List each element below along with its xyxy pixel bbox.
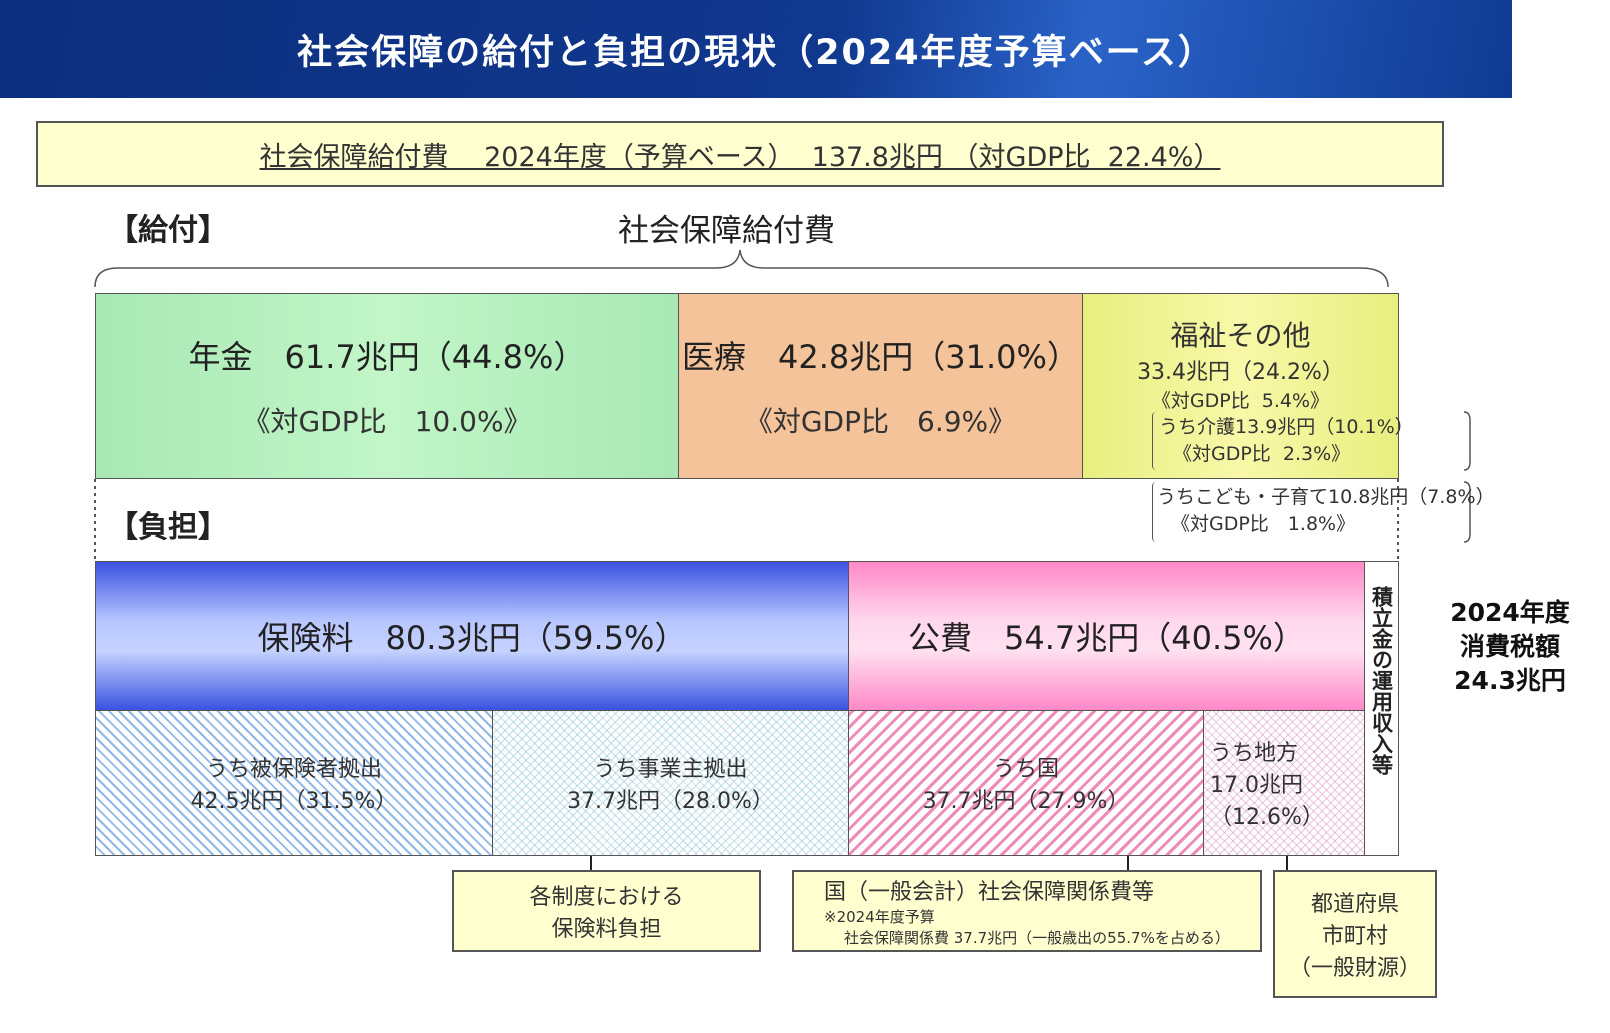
benefits-section-label: 【給付】 [108, 213, 228, 248]
local-note-line1: 都道府県 [1310, 892, 1399, 917]
burden-section-label: 【負担】 [108, 510, 228, 545]
header-bar [0, 0, 1512, 98]
care-amount: うち介護13.9兆円（10.1%） [1159, 416, 1414, 438]
page-title: 社会保障の給付と負担の現状（2024年度予算ベース） [297, 32, 1215, 73]
national-funds-block: うち国 37.7兆円（27.9%） [848, 710, 1204, 856]
local-share: （12.6%） [1210, 805, 1324, 830]
children-subitem: うちこども・子育て10.8兆円（7.8%） 《対GDP比 1.8%》 [1152, 482, 1495, 542]
summary-text: 社会保障給付費 2024年度（予算ベース） 137.8兆円 （対GDP比 22.… [259, 141, 1221, 173]
summary-box: 社会保障給付費 2024年度（予算ベース） 137.8兆円 （対GDP比 22.… [36, 121, 1444, 187]
pension-block: 年金 61.7兆円（44.8%） 《対GDP比 10.0%》 [95, 293, 679, 479]
benefits-brace-title: 社会保障給付費 [618, 213, 835, 249]
public-funds-title: 公費 54.7兆円（40.5%） [908, 619, 1305, 657]
care-subitem: うち介護13.9兆円（10.1%） 《対GDP比 2.3%》 [1152, 412, 1462, 470]
medical-title: 医療 42.8兆円（31.0%） [682, 338, 1079, 376]
local-value: 17.0兆円 [1210, 773, 1303, 798]
reserve-income-label: 積立金の運用収入等 [1369, 586, 1394, 775]
local-note-line3: （一般財源） [1288, 956, 1421, 981]
nation-note-box: 国（一般会計）社会保障関係費等 ※2024年度予算 社会保障関係費 37.7兆円… [792, 870, 1262, 952]
medical-gdp: 《対GDP比 6.9%》 [744, 405, 1017, 438]
employer-value: 37.7兆円（28.0%） [567, 789, 774, 814]
tax-line3: 24.3兆円 [1454, 666, 1566, 695]
public-funds-block: 公費 54.7兆円（40.5%） [848, 561, 1365, 711]
tax-line2: 消費税額 [1459, 632, 1560, 661]
tax-line1: 2024年度 [1450, 598, 1570, 627]
premium-note-line1: 各制度における [529, 885, 684, 910]
nation-note-line1: 国（一般会計）社会保障関係費等 [824, 880, 1155, 905]
local-note-line2: 市町村 [1321, 924, 1388, 949]
local-label: うち地方 [1210, 741, 1299, 766]
premium-title: 保険料 80.3兆円（59.5%） [257, 619, 687, 657]
insured-contribution-block: うち被保険者拠出 42.5兆円（31.5%） [95, 710, 493, 856]
premium-note-line2: 保険料負担 [551, 917, 662, 942]
welfare-title: 福祉その他 [1170, 319, 1311, 352]
local-funds-block: うち地方 17.0兆円 （12.6%） [1203, 710, 1365, 856]
premium-block: 保険料 80.3兆円（59.5%） [95, 561, 849, 711]
nation-note-line3: 社会保障関係費 37.7兆円（一般歳出の55.7%を占める） [844, 929, 1230, 947]
children-amount: うちこども・子育て10.8兆円（7.8%） [1157, 486, 1495, 508]
welfare-bracket-top [1463, 411, 1471, 471]
benefits-brace [94, 249, 1389, 288]
local-note-box: 都道府県 市町村 （一般財源） [1273, 870, 1437, 998]
pension-title: 年金 61.7兆円（44.8%） [188, 338, 586, 376]
pension-gdp: 《対GDP比 10.0%》 [242, 405, 532, 438]
children-gdp: 《対GDP比 1.8%》 [1171, 513, 1356, 535]
welfare-amount: 33.4兆円（24.2%） [1137, 360, 1344, 385]
consumption-tax-callout: 2024年度 消費税額 24.3兆円 [1432, 596, 1588, 698]
medical-block: 医療 42.8兆円（31.0%） 《対GDP比 6.9%》 [678, 293, 1083, 479]
nation-label: うち国 [992, 757, 1059, 782]
employer-contribution-block: うち事業主拠出 37.7兆円（28.0%） [492, 710, 849, 856]
nation-note-line2: ※2024年度予算 [824, 908, 935, 926]
premium-note-box: 各制度における 保険料負担 [452, 870, 761, 952]
welfare-gdp: 《対GDP比 5.4%》 [1151, 390, 1330, 412]
care-gdp: 《対GDP比 2.3%》 [1173, 443, 1351, 465]
welfare-block: 福祉その他 33.4兆円（24.2%） 《対GDP比 5.4%》 [1082, 293, 1399, 479]
insured-value: 42.5兆円（31.5%） [190, 789, 398, 814]
nation-value: 37.7兆円（27.9%） [922, 789, 1130, 814]
employer-label: うち事業主拠出 [593, 757, 748, 782]
reserve-income-block: 積立金の運用収入等 [1364, 561, 1399, 856]
insured-label: うち被保険者拠出 [205, 757, 382, 782]
